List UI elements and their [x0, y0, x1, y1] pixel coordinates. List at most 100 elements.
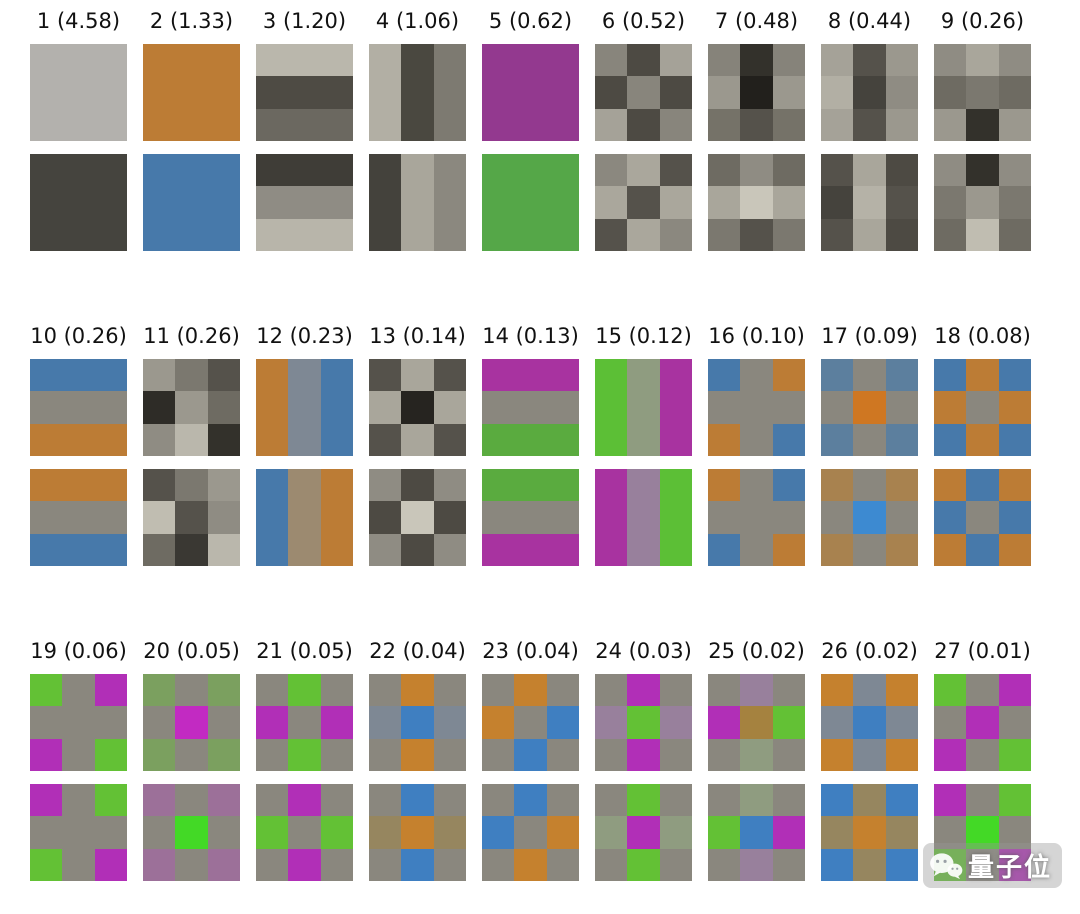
patch-cell	[772, 784, 805, 817]
component-label: 6 (0.52)	[601, 9, 686, 33]
patch-cell	[62, 738, 95, 771]
component-patch-positive	[482, 674, 579, 771]
patch-cell	[369, 738, 402, 771]
patch-cell	[433, 469, 466, 502]
patch-cell	[546, 816, 579, 849]
patch-cell	[143, 423, 176, 456]
patch-cell	[934, 784, 967, 817]
component-label: 24 (0.03)	[595, 639, 692, 663]
patch-cell	[595, 108, 628, 141]
patch-cell	[433, 76, 466, 109]
component-column: 2 (1.33)	[143, 6, 240, 251]
patch-cell	[30, 76, 63, 109]
component-column: 25 (0.02)	[708, 636, 805, 881]
patch-cell	[62, 706, 95, 739]
patch-cell	[30, 816, 63, 849]
patch-cell	[401, 469, 434, 502]
component-patch-negative	[30, 469, 127, 566]
patch-cell	[320, 784, 353, 817]
patch-cell	[740, 423, 773, 456]
patch-cell	[143, 108, 176, 141]
component-patch-positive	[482, 44, 579, 141]
patch-cell	[627, 816, 660, 849]
component-patch-positive	[595, 359, 692, 456]
patch-cell	[175, 674, 208, 707]
component-patch-positive	[595, 674, 692, 771]
patch-cell	[256, 359, 289, 392]
patch-cell	[369, 706, 402, 739]
patch-cell	[595, 706, 628, 739]
patch-cell	[595, 501, 628, 534]
patch-cell	[772, 154, 805, 187]
patch-cell	[934, 391, 967, 424]
patch-cell	[320, 469, 353, 502]
component-patch-positive	[256, 44, 353, 141]
patch-cell	[998, 784, 1031, 817]
patch-cell	[94, 674, 127, 707]
patch-cell	[256, 186, 289, 219]
patch-cell	[94, 44, 127, 77]
patch-cell	[885, 848, 918, 881]
patch-cell	[885, 76, 918, 109]
patch-cell	[433, 674, 466, 707]
patch-cell	[288, 359, 321, 392]
patch-cell	[821, 154, 854, 187]
patch-cell	[30, 469, 63, 502]
patch-cell	[94, 848, 127, 881]
patch-cell	[998, 154, 1031, 187]
patch-cell	[853, 706, 886, 739]
component-column: 6 (0.52)	[595, 6, 692, 251]
patch-cell	[30, 501, 63, 534]
component-patch-positive	[708, 674, 805, 771]
patch-cell	[659, 533, 692, 566]
component-patch-positive	[708, 44, 805, 141]
patch-cell	[175, 154, 208, 187]
patch-cell	[595, 186, 628, 219]
patch-cell	[659, 186, 692, 219]
patch-cell	[966, 784, 999, 817]
patch-cell	[821, 674, 854, 707]
patch-cell	[740, 501, 773, 534]
component-patch-negative	[482, 154, 579, 251]
patch-cell	[401, 108, 434, 141]
patch-cell	[256, 533, 289, 566]
patch-cell	[143, 706, 176, 739]
patch-cell	[256, 738, 289, 771]
patch-cell	[320, 391, 353, 424]
patch-cell	[30, 186, 63, 219]
patch-cell	[772, 423, 805, 456]
patch-cell	[740, 154, 773, 187]
patch-cell	[401, 391, 434, 424]
component-label: 11 (0.26)	[143, 324, 240, 348]
component-column: 16 (0.10)	[708, 321, 805, 566]
patch-cell	[433, 218, 466, 251]
patch-cell	[514, 44, 547, 77]
patch-cell	[94, 154, 127, 187]
patch-cell	[320, 423, 353, 456]
patch-cell	[595, 154, 628, 187]
patch-cell	[966, 469, 999, 502]
patch-cell	[62, 44, 95, 77]
patch-cell	[433, 391, 466, 424]
patch-cell	[320, 706, 353, 739]
patch-cell	[708, 784, 741, 817]
patch-cell	[853, 44, 886, 77]
patch-cell	[546, 706, 579, 739]
patch-cell	[482, 359, 515, 392]
patch-cell	[62, 76, 95, 109]
component-column: 14 (0.13)	[482, 321, 579, 566]
patch-cell	[143, 391, 176, 424]
component-patch-positive	[369, 674, 466, 771]
patch-cell	[627, 359, 660, 392]
component-patch-positive	[143, 359, 240, 456]
patch-cell	[966, 848, 999, 881]
patch-cell	[740, 218, 773, 251]
patch-cell	[853, 533, 886, 566]
patch-cell	[821, 108, 854, 141]
patch-cell	[546, 359, 579, 392]
patch-cell	[514, 816, 547, 849]
patch-cell	[143, 186, 176, 219]
component-patch-negative	[708, 469, 805, 566]
patch-cell	[853, 391, 886, 424]
patch-cell	[546, 784, 579, 817]
